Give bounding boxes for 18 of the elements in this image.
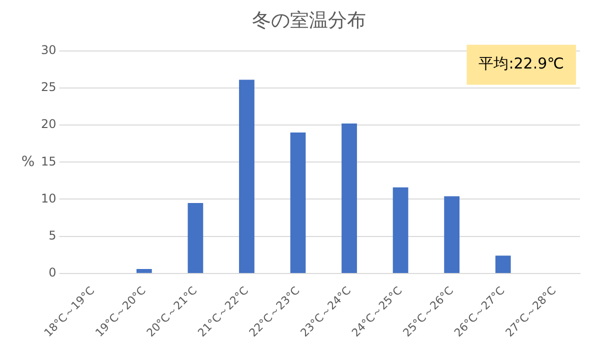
bar bbox=[188, 202, 204, 273]
bar bbox=[290, 132, 306, 273]
y-tick-label: 15 bbox=[40, 154, 56, 168]
bar bbox=[136, 269, 152, 273]
y-axis-title: % bbox=[21, 154, 35, 170]
y-tick-label: 20 bbox=[40, 117, 56, 132]
y-tick-label: 10 bbox=[40, 191, 56, 206]
annotation: 平均:22.9℃ bbox=[478, 54, 564, 73]
chart-title: 冬の室温分布 bbox=[252, 9, 366, 32]
bar bbox=[239, 80, 254, 273]
bar bbox=[444, 196, 460, 273]
y-tick-label: 25 bbox=[40, 80, 56, 94]
bar bbox=[342, 124, 357, 273]
y-tick-label: 0 bbox=[48, 266, 56, 280]
y-tick-label: 30 bbox=[40, 42, 56, 57]
bar bbox=[495, 256, 511, 273]
bar bbox=[392, 187, 408, 273]
y-tick-label: 5 bbox=[48, 228, 56, 242]
